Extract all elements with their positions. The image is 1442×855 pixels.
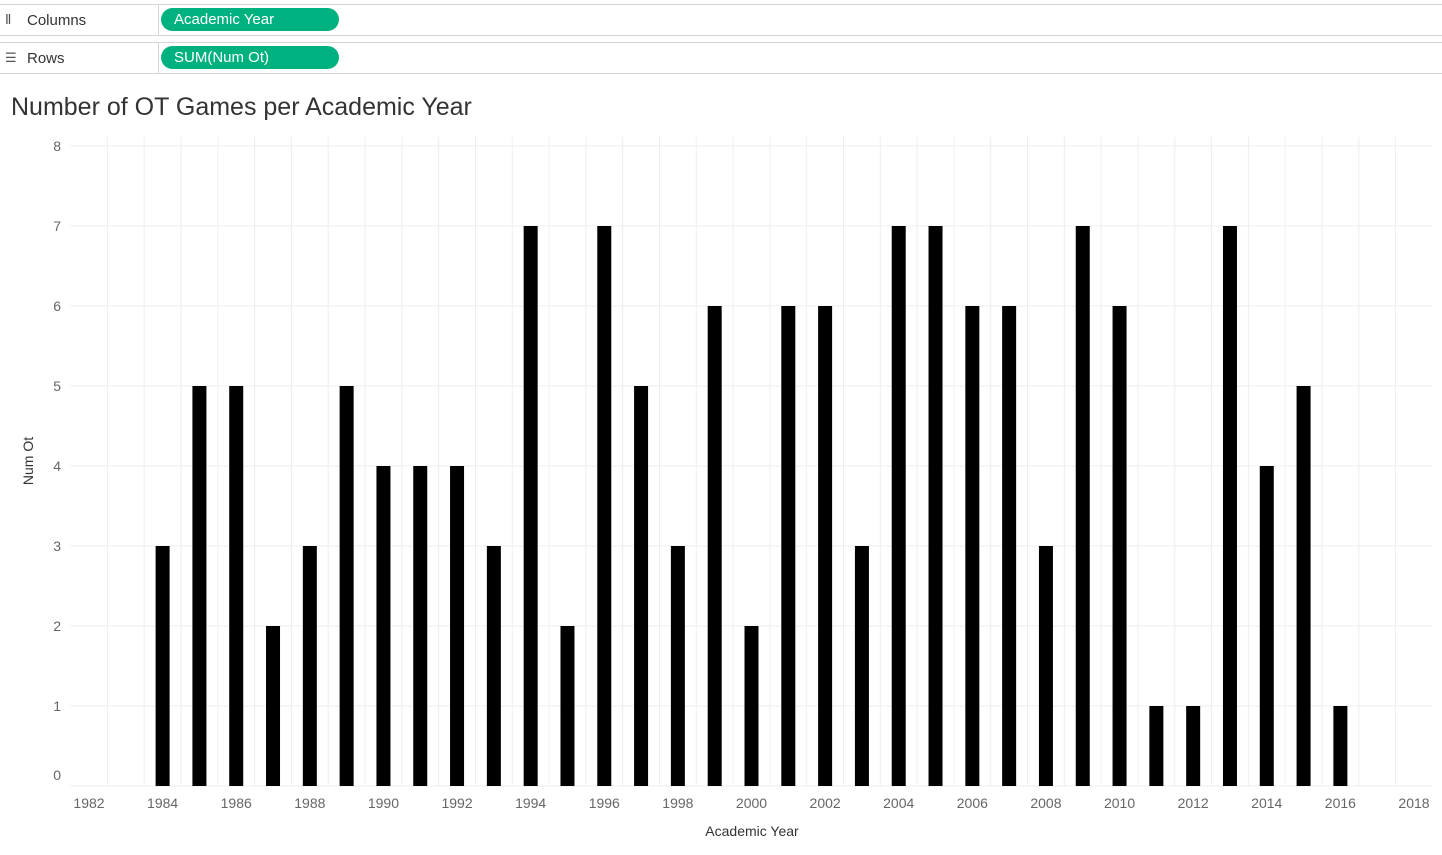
y-tick-label: 3 [53,538,61,554]
bar-1991[interactable] [413,466,427,786]
bar-1999[interactable] [708,306,722,786]
x-tick-label: 1984 [147,795,178,811]
bar-1994[interactable] [524,226,538,786]
y-tick-label: 8 [53,138,61,154]
x-tick-label: 1992 [441,795,472,811]
x-tick-label: 1982 [73,795,104,811]
x-tick-label: 1994 [515,795,546,811]
bar-1996[interactable] [597,226,611,786]
y-tick-label: 6 [53,298,61,314]
bar-2012[interactable] [1186,706,1200,786]
bar-2007[interactable] [1002,306,1016,786]
bar-2016[interactable] [1333,706,1347,786]
bar-2002[interactable] [818,306,832,786]
x-tick-label: 2018 [1398,795,1429,811]
bars [156,226,1348,786]
x-tick-label: 1988 [294,795,325,811]
bar-1988[interactable] [303,546,317,786]
bar-2004[interactable] [892,226,906,786]
bar-1984[interactable] [156,546,170,786]
x-tick-label: 2010 [1104,795,1135,811]
x-tick-label: 2014 [1251,795,1282,811]
bar-1992[interactable] [450,466,464,786]
bar-1998[interactable] [671,546,685,786]
y-axis-title: Num Ot [20,437,36,485]
bar-2000[interactable] [745,626,759,786]
bar-1986[interactable] [229,386,243,786]
bar-2009[interactable] [1076,226,1090,786]
bar-1987[interactable] [266,626,280,786]
bar-2003[interactable] [855,546,869,786]
bar-1997[interactable] [634,386,648,786]
x-tick-label: 2008 [1030,795,1061,811]
y-tick-label: 1 [53,698,61,714]
x-tick-label: 2002 [810,795,841,811]
bar-1990[interactable] [376,466,390,786]
x-tick-label: 2006 [957,795,988,811]
bar-1993[interactable] [487,546,501,786]
bar-2011[interactable] [1149,706,1163,786]
bar-2005[interactable] [929,226,943,786]
x-tick-label: 2016 [1325,795,1356,811]
bar-1995[interactable] [560,626,574,786]
bar-2013[interactable] [1223,226,1237,786]
x-tick-label: 1986 [221,795,252,811]
x-tick-label: 2004 [883,795,914,811]
bar-1989[interactable] [340,386,354,786]
bar-2014[interactable] [1260,466,1274,786]
x-tick-label: 2012 [1178,795,1209,811]
x-tick-label: 1998 [662,795,693,811]
bar-2001[interactable] [781,306,795,786]
x-tick-label: 1996 [589,795,620,811]
bar-2006[interactable] [965,306,979,786]
bar-2010[interactable] [1113,306,1127,786]
y-tick-label: 4 [53,458,61,474]
bar-1985[interactable] [192,386,206,786]
y-tick-label: 5 [53,378,61,394]
y-tick-label: 2 [53,618,61,634]
x-tick-label: 2000 [736,795,767,811]
y-axis-ticks: 0 1 2 3 4 5 6 7 8 [53,138,61,783]
bar-2015[interactable] [1297,386,1311,786]
x-axis-ticks: 1982 1984 1986 1988 1990 1992 1994 1996 1998 2000… [73,795,1429,811]
y-tick-label: 0 [53,767,61,783]
x-tick-label: 1990 [368,795,399,811]
x-axis-title: Academic Year [705,823,799,839]
y-tick-label: 7 [53,218,61,234]
bar-2008[interactable] [1039,546,1053,786]
